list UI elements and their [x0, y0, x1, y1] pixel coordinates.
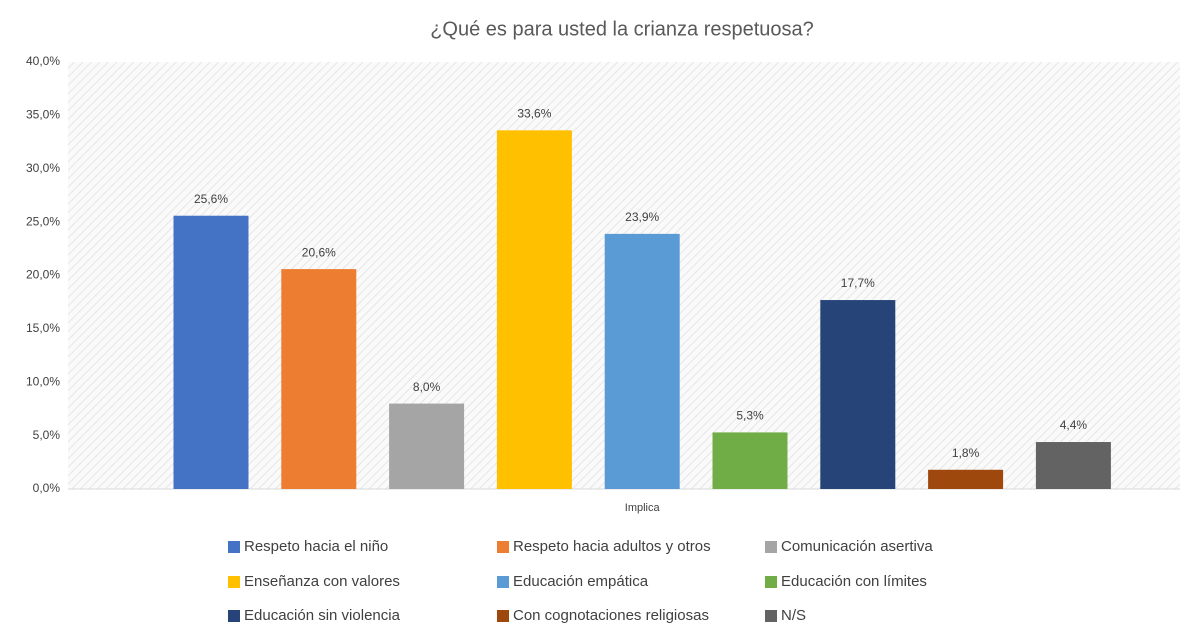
legend-swatch: [765, 541, 777, 553]
legend-label: Comunicación asertiva: [781, 538, 933, 555]
legend-swatch: [497, 576, 509, 588]
legend-swatch: [497, 541, 509, 553]
legend-label: Con cognotaciones religiosas: [513, 607, 709, 624]
data-label: 17,7%: [841, 276, 875, 290]
data-label: 5,3%: [736, 409, 764, 423]
bar: [496, 130, 572, 489]
y-tick-label: 0,0%: [33, 481, 61, 495]
legend-label: Respeto hacia adultos y otros: [513, 538, 711, 555]
x-tick-label: Implica: [625, 502, 661, 514]
data-label: 8,0%: [413, 380, 441, 394]
legend-label: Educación sin violencia: [244, 607, 401, 624]
data-label: 23,9%: [625, 210, 659, 224]
bar: [281, 269, 357, 489]
y-tick-label: 20,0%: [26, 268, 60, 282]
y-tick-label: 35,0%: [26, 108, 60, 122]
bar: [928, 469, 1004, 489]
y-tick-label: 25,0%: [26, 214, 60, 228]
bar: [389, 403, 465, 489]
y-tick-label: 10,0%: [26, 374, 60, 388]
legend-label: Enseñanza con valores: [244, 573, 400, 590]
bar: [1035, 442, 1111, 489]
chart-title: ¿Qué es para usted la crianza respetuosa…: [430, 18, 814, 40]
legend-swatch: [228, 610, 240, 622]
y-tick-label: 40,0%: [26, 54, 60, 68]
y-tick-label: 15,0%: [26, 321, 60, 335]
bar: [712, 432, 788, 489]
bar: [173, 215, 249, 489]
legend-label: Respeto hacia el niño: [244, 538, 388, 555]
legend-swatch: [765, 610, 777, 622]
data-label: 20,6%: [302, 245, 336, 259]
legend-label: N/S: [781, 607, 806, 624]
data-label: 25,6%: [194, 192, 228, 206]
legend-label: Educación empática: [513, 573, 649, 590]
legend-swatch: [497, 610, 509, 622]
legend-swatch: [228, 541, 240, 553]
data-label: 33,6%: [517, 106, 551, 120]
legend-swatch: [765, 576, 777, 588]
y-tick-label: 30,0%: [26, 161, 60, 175]
bar: [604, 233, 680, 489]
data-label: 4,4%: [1060, 418, 1088, 432]
bar: [820, 300, 896, 489]
y-tick-label: 5,0%: [33, 428, 61, 442]
legend-swatch: [228, 576, 240, 588]
legend-label: Educación con límites: [781, 573, 927, 590]
data-label: 1,8%: [952, 446, 980, 460]
